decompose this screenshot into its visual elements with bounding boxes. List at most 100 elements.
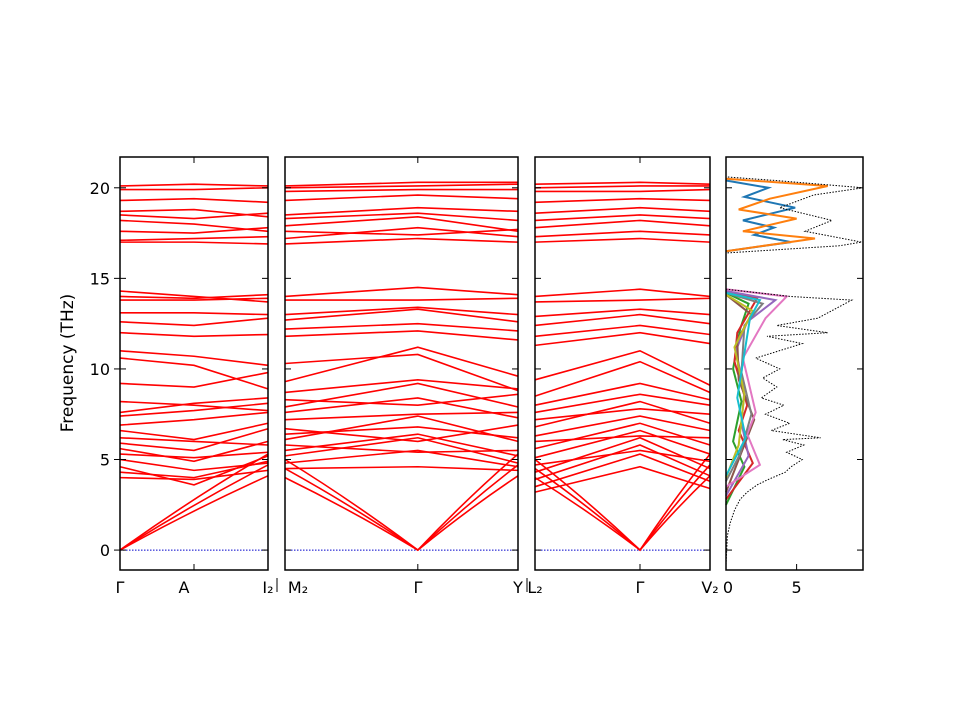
band-line: [534, 331, 711, 347]
band-line: [119, 397, 269, 414]
partial-dos-line: [725, 179, 796, 253]
band-line: [284, 346, 519, 383]
band-line: [119, 469, 269, 481]
band-line: [284, 181, 518, 187]
band-line: [119, 458, 269, 472]
band-line: [284, 237, 519, 245]
band-line: [119, 219, 269, 233]
band-line: [534, 449, 711, 466]
band-line: [534, 324, 711, 338]
band-line: [119, 451, 269, 459]
acoustic-branch: [284, 453, 519, 552]
partial-dos-line: [725, 291, 762, 477]
band-line: [284, 424, 519, 443]
band-line: [284, 228, 519, 236]
band-line: [119, 371, 269, 388]
y-tick-label: 20: [90, 179, 110, 198]
band-line: [534, 185, 710, 189]
band-line: [119, 290, 269, 303]
band-line: [284, 330, 519, 341]
x-tick-label: Γ: [116, 578, 125, 597]
x-tick-labels: Γ A I₂ M₂ Γ Y L₂ Γ V₂: [116, 578, 719, 597]
band-line: [534, 453, 711, 488]
band-line: [534, 288, 711, 298]
band-line: [284, 393, 519, 406]
band-line: [534, 219, 711, 229]
band-panel-2: [284, 156, 519, 571]
x-tick-label: L₂: [527, 578, 542, 597]
band-line: [284, 411, 519, 421]
band-panel-1: [119, 156, 269, 571]
band-line: [119, 317, 269, 327]
x-tick-label: V₂: [701, 578, 718, 597]
band-line: [284, 397, 519, 419]
band-line: [119, 402, 269, 417]
band-line: [119, 422, 269, 441]
x-tick-label: Y: [512, 578, 523, 597]
dos-x-tick-label: 0: [723, 578, 733, 597]
x-tick-label: Γ: [636, 578, 645, 597]
band-panel-3: [534, 156, 711, 571]
partial-dos-line: [725, 177, 828, 253]
acoustic-branch: [119, 475, 269, 551]
band-line: [284, 188, 518, 193]
y-tick-label: 10: [90, 360, 110, 379]
y-tick-label: 15: [90, 269, 110, 288]
x-tick-label: Γ: [414, 578, 423, 597]
panel-frame: [284, 156, 519, 571]
band-line: [284, 382, 519, 408]
band-line: [534, 230, 711, 238]
band-line: [534, 382, 711, 406]
partial-dos-line: [725, 288, 789, 488]
band-line: [534, 308, 711, 318]
x-tick-label: I₂: [262, 578, 273, 597]
band-line: [284, 378, 519, 394]
band-line: [284, 306, 519, 316]
band-line: [284, 226, 519, 240]
band-line: [284, 183, 519, 189]
band-line: [119, 235, 269, 242]
band-line: [119, 331, 269, 338]
band-line: [284, 215, 519, 233]
band-line: [534, 188, 711, 193]
band-line: [284, 286, 519, 298]
partial-dos-line: [725, 293, 755, 478]
band-line: [119, 400, 269, 412]
band-line: [119, 293, 269, 300]
y-axis-title: Frequency (THz): [58, 294, 78, 433]
band-line: [534, 360, 711, 397]
y-tick-label: 0: [100, 541, 110, 560]
band-line: [119, 197, 269, 204]
band-line: [534, 415, 711, 437]
band-line: [284, 444, 519, 454]
band-line: [284, 449, 519, 468]
band-line: [284, 465, 519, 472]
band-line: [284, 436, 519, 464]
band-line: [120, 297, 269, 301]
band-line: [534, 393, 711, 414]
band-line: [284, 212, 519, 222]
band-line: [534, 297, 711, 303]
band-line: [534, 429, 711, 459]
acoustic-branch: [119, 464, 269, 551]
panel-frame: [534, 156, 711, 571]
band-line: [534, 407, 711, 421]
band-line: [284, 353, 519, 392]
band-line: [119, 208, 269, 218]
band-line: [119, 357, 269, 390]
total-dos-line: [725, 176, 864, 565]
band-line: [119, 455, 269, 486]
x-tick-label: A: [179, 578, 190, 597]
band-line: [284, 206, 519, 216]
y-tick-label: 5: [100, 451, 110, 470]
dos-frame: [725, 156, 864, 571]
band-line: [534, 349, 711, 386]
x-tick-label: M₂: [288, 578, 308, 597]
band-line: [285, 297, 519, 301]
band-line: [120, 241, 269, 245]
band-line: [534, 465, 711, 493]
band-line: [284, 194, 519, 202]
band-line: [119, 436, 269, 446]
